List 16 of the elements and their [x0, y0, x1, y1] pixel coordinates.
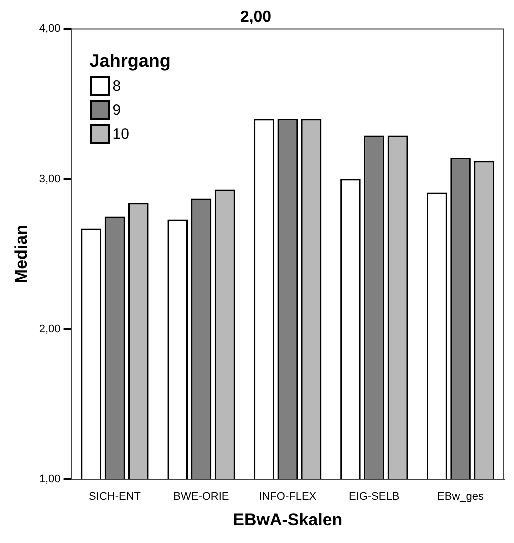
legend-label: 10	[112, 126, 130, 143]
x-tick-label: EIG-SELB	[348, 491, 400, 504]
x-tick-label: INFO-FLEX	[259, 491, 318, 504]
y-tick-label: 4,00	[39, 23, 61, 36]
y-tick-label: 2,00	[39, 323, 61, 336]
x-axis-title: EBwA-Skalen	[233, 510, 343, 530]
y-axis-title: Median	[12, 225, 31, 284]
x-tick-label: BWE-ORIE	[174, 491, 230, 504]
legend-label: 9	[112, 102, 122, 119]
y-tick-label: 1,00	[39, 473, 61, 486]
y-tick-label: 3,00	[39, 173, 61, 186]
legend-label: 8	[112, 78, 122, 95]
x-tick-label: SICH-ENT	[89, 491, 142, 504]
x-tick-label: EBw_ges	[438, 491, 485, 504]
legend-title: Jahrgang	[90, 51, 171, 72]
chart-title: 2,00	[240, 9, 272, 26]
